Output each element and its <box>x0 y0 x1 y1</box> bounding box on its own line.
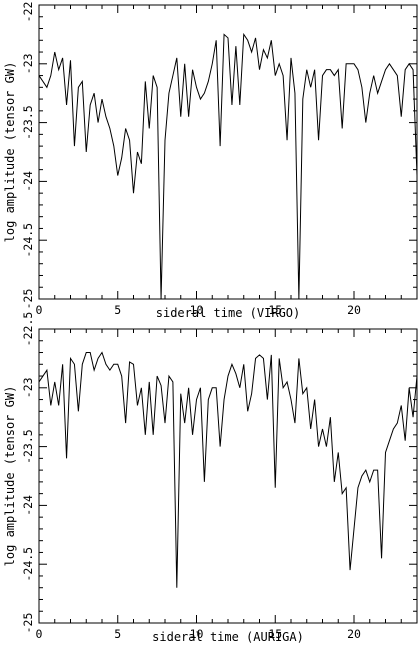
y-ticks-virgo: -22.5 -23 -23.5 -24 -24.5 -25 <box>21 0 417 309</box>
x-tick-label: 0 <box>36 303 43 317</box>
y-axis-title-virgo: log amplitude (tensor GW) <box>3 62 17 243</box>
plot-frame-virgo <box>38 4 418 300</box>
x-axis-title-auriga: sideral time (AURIGA) <box>152 630 304 644</box>
y-tick-label: -24 <box>21 495 35 516</box>
x-tick-label: 0 <box>36 627 43 641</box>
series-line-auriga <box>38 351 418 588</box>
x-tick-label: 5 <box>114 627 121 641</box>
chart-virgo: -22.5 -23 -23.5 -24 -24.5 -25 0 5 10 15 20 sidera… <box>3 0 418 320</box>
series-line-virgo <box>38 32 418 300</box>
y-tick-label: -24.5 <box>21 223 35 258</box>
y-tick-label: -22.5 <box>21 0 35 22</box>
x-tick-label: 15 <box>268 627 282 641</box>
x-tick-label: 20 <box>347 627 361 641</box>
y-axis-title-auriga: log amplitude (tensor GW) <box>3 386 17 567</box>
y-tick-label: -24 <box>21 171 35 192</box>
x-tick-label: 10 <box>190 303 204 317</box>
x-tick-label: 15 <box>268 303 282 317</box>
x-tick-label: 20 <box>347 303 361 317</box>
y-tick-label: -23 <box>21 377 35 398</box>
x-ticks-virgo: 0 5 10 15 20 <box>36 5 418 317</box>
chart-auriga: -22.5 -23 -23.5 -24 -24.5 -25 0 5 10 15 20 sidera… <box>3 312 418 644</box>
y-tick-label: -25 <box>21 289 35 310</box>
x-axis-title-virgo: sideral time (VIRGO) <box>156 306 301 320</box>
y-tick-label: -22.5 <box>21 312 35 347</box>
y-tick-label: -24.5 <box>21 547 35 582</box>
x-tick-label: 10 <box>190 627 204 641</box>
x-ticks-auriga: 0 5 10 15 20 <box>36 329 418 641</box>
y-tick-label: -23.5 <box>21 105 35 140</box>
y-ticks-auriga: -22.5 -23 -23.5 -24 -24.5 -25 <box>21 312 417 634</box>
x-tick-label: 5 <box>114 303 121 317</box>
plot-frame-auriga <box>38 328 418 624</box>
y-tick-label: -23 <box>21 53 35 74</box>
y-tick-label: -23.5 <box>21 429 35 464</box>
y-tick-label: -25 <box>21 613 35 634</box>
